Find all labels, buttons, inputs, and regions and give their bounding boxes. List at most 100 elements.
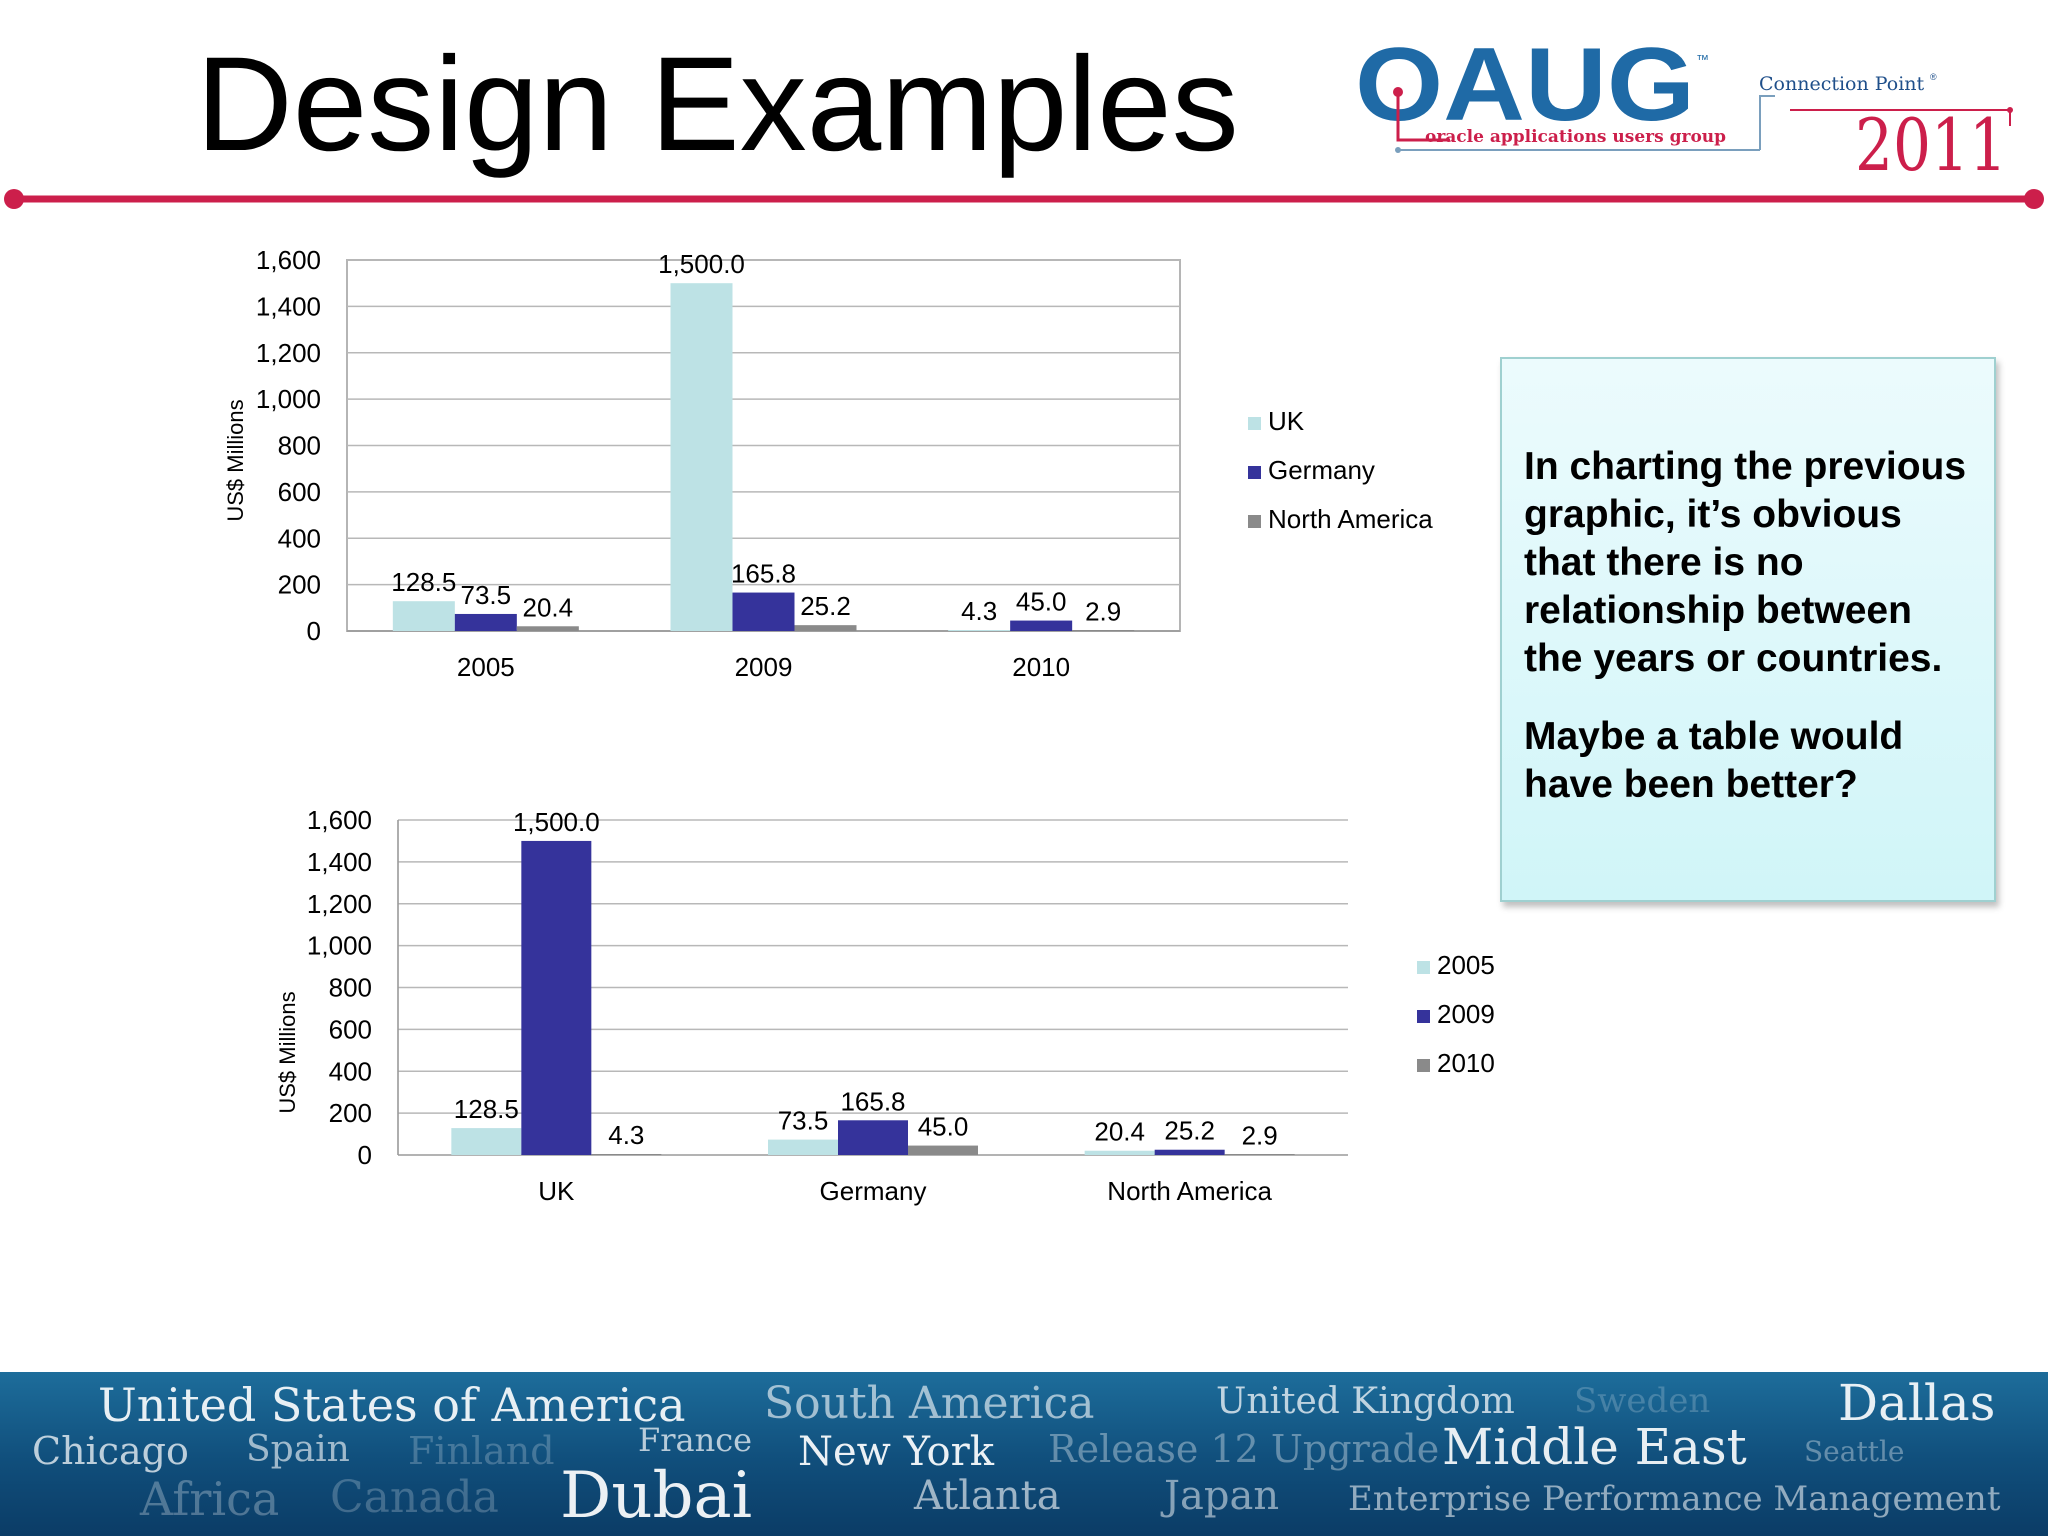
x-tick-label: 2009 [735,652,793,682]
logo-tm: ™ [1696,52,1709,67]
data-label: 73.5 [461,580,512,610]
banner-word: New York [798,1429,994,1475]
legend-swatch [1248,417,1261,430]
data-label: 165.8 [840,1086,905,1116]
x-tick-label: 2005 [457,652,515,682]
data-label: 4.3 [608,1120,644,1150]
y-tick-label: 1,400 [307,847,372,877]
banner-word: Release 12 Upgrade [1048,1427,1440,1471]
bar [516,626,579,631]
data-label: 165.8 [731,559,796,589]
slide-title: Design Examples [196,30,1239,179]
banner-word: France [638,1421,753,1459]
banner-word: Dubai [560,1459,753,1533]
data-label: 128.5 [391,567,456,597]
legend-swatch [1248,466,1261,479]
y-tick-label: 400 [278,523,321,553]
banner-word: United States of America [98,1378,686,1432]
chart-by-year: 0 200 400 600 800 1,000 1,200 1,400 1,600 2005 128… [223,245,1433,682]
title-divider [4,189,2044,209]
banner-word: Dallas [1838,1374,1996,1432]
data-label: 2.9 [1085,596,1121,626]
data-label: 25.2 [1164,1116,1215,1146]
data-label: 1,500.0 [658,249,745,279]
y-axis-title: US$ Millions [223,399,248,521]
bar [670,283,733,631]
banner-word: Enterprise Performance Management [1348,1479,2001,1519]
legend-swatch [1248,515,1261,528]
bar [1010,620,1073,631]
legend-swatch [1417,1059,1430,1072]
banner-word: United Kingdom [1216,1381,1515,1422]
banner-word: Africa [140,1472,280,1526]
data-label: 20.4 [523,592,574,622]
banner-word: Atlanta [914,1473,1061,1519]
callout-question: Maybe a table would have been better? [1524,715,1904,806]
y-tick-label: 1,600 [256,245,321,275]
oaug-logo: OAUG ™ oracle applications users group C… [1355,30,2013,187]
banner-word: Japan [1164,1473,1280,1519]
y-axis-title: US$ Millions [275,991,300,1113]
banner-word: South America [764,1378,1095,1429]
y-tick-label: 1,200 [256,338,321,368]
x-tick-label: 2010 [1012,652,1070,682]
bar [591,1154,662,1155]
y-tick-label: 1,600 [307,805,372,835]
data-label: 45.0 [1016,587,1067,617]
bar [1084,1150,1155,1155]
y-tick-label: 1,000 [307,931,372,961]
banner-word: Canada [330,1472,499,1523]
logo-wordmark: OAUG [1355,30,1695,143]
data-label: 73.5 [778,1106,829,1136]
bar [1154,1149,1225,1155]
y-tick-label: 1,400 [256,291,321,321]
bar [451,1128,522,1155]
y-tick-label: 400 [329,1056,372,1086]
data-label: 4.3 [961,596,997,626]
bar [838,1120,908,1155]
y-tick-label: 600 [329,1014,372,1044]
bar [1224,1154,1295,1155]
logo-event-name: Connection Point [1759,73,1925,95]
banner-word: Sweden [1574,1381,1711,1421]
data-label: 20.4 [1094,1117,1145,1147]
callout-text: In charting the previous graphic, it’s o… [1524,445,1967,680]
y-tick-label: 0 [358,1140,372,1170]
legend-swatch [1417,1010,1430,1023]
legend-item: Germany [1268,455,1375,485]
bar [1072,630,1135,631]
data-label: 1,500.0 [513,807,600,837]
bar [392,601,455,631]
y-tick-label: 800 [329,973,372,1003]
y-tick-label: 1,000 [256,384,321,414]
y-tick-label: 0 [307,616,321,646]
y-tick-label: 1,200 [307,889,372,919]
bar [768,1139,838,1155]
legend-item: 2005 [1437,950,1495,980]
data-label: 25.2 [800,591,851,621]
y-tick-label: 200 [329,1098,372,1128]
banner-word: Spain [246,1429,350,1470]
callout-box: In charting the previous graphic, it’s o… [1500,357,1996,902]
data-label: 2.9 [1242,1120,1278,1150]
data-label: 128.5 [454,1094,519,1124]
banner-word: Seattle [1804,1435,1905,1468]
legend-item: 2009 [1437,999,1495,1029]
legend-item: 2010 [1437,1048,1495,1078]
x-tick-label: North America [1107,1176,1272,1206]
chart-by-country: 0 200 400 600 800 1,000 1,200 1,400 1,600 UK 128.5… [275,805,1495,1206]
destinations-banner: United States of America Chicago Spain Finl… [0,1372,2048,1536]
banner-word: Chicago [32,1429,189,1473]
x-tick-label: UK [538,1176,575,1206]
logo-tagline: oracle applications users group [1425,127,1726,147]
legend-item: UK [1268,406,1305,436]
legend-item: North America [1268,504,1433,534]
bar [454,613,517,631]
y-tick-label: 800 [278,431,321,461]
bar [908,1145,978,1155]
data-label: 45.0 [918,1112,969,1142]
legend-swatch [1417,961,1430,974]
logo-event-mark: ® [1930,72,1937,82]
bar [948,630,1011,631]
logo-year: 2011 [1855,103,2007,187]
